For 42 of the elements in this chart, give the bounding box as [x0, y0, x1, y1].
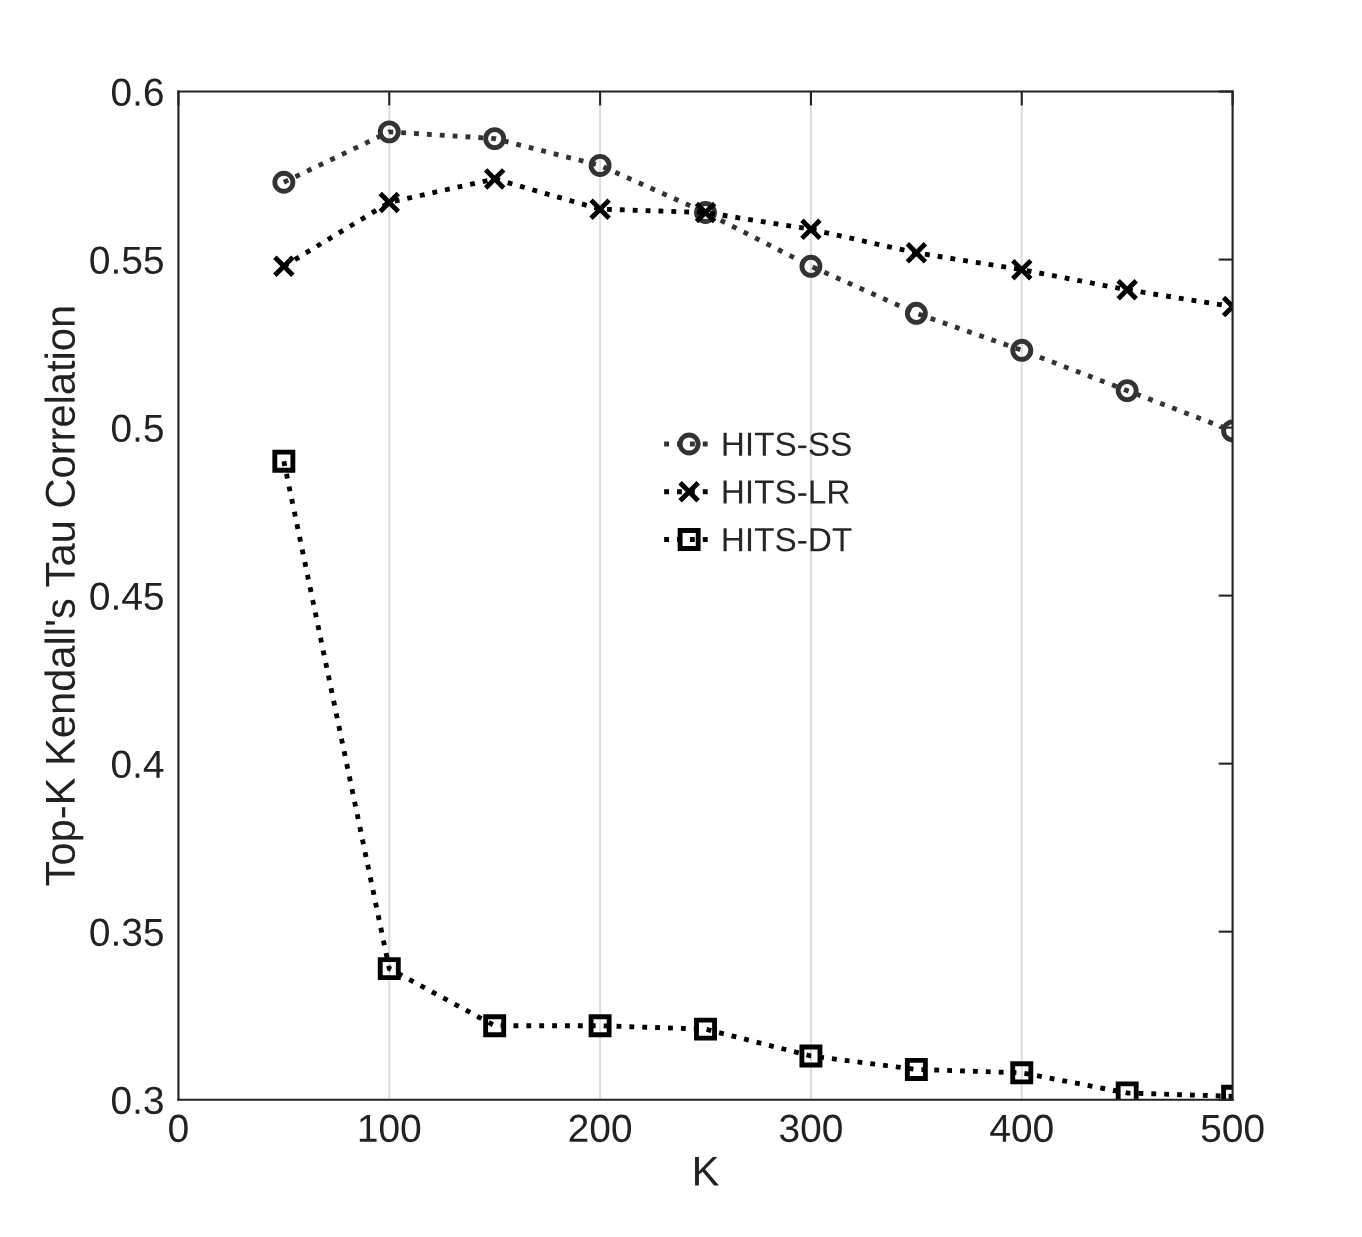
x-tick-label: 500: [1201, 1114, 1264, 1143]
y-tick-label: 0.3: [112, 1086, 163, 1115]
point: [694, 1017, 717, 1041]
point: [799, 254, 823, 278]
y-tick-label: 0.4: [112, 750, 164, 779]
point: [377, 190, 401, 214]
y-tick-label: 0.35: [90, 918, 163, 947]
point: [904, 301, 928, 325]
point: [483, 1014, 507, 1038]
x-tick-label: 0: [169, 1114, 188, 1143]
legend-label: HITS-SS: [723, 432, 851, 457]
point: [272, 449, 296, 473]
y-tick-label: 0.5: [112, 414, 163, 443]
x-tick-label: 400: [990, 1114, 1053, 1143]
point: [377, 120, 401, 144]
point: [483, 167, 507, 191]
x-tick-label: 300: [779, 1114, 842, 1143]
point: [799, 217, 823, 241]
point: [1010, 338, 1034, 362]
point: [1010, 258, 1034, 282]
legend-label: HITS-LR: [723, 480, 849, 504]
legend-label: HITS-DT: [723, 527, 852, 552]
y-tick-label: 0.6: [112, 78, 163, 107]
point: [904, 1057, 928, 1081]
point: [588, 1014, 612, 1038]
point: [799, 1044, 823, 1068]
y-tick-label: 0.45: [90, 582, 163, 611]
x-axis-title: K: [695, 1156, 719, 1186]
point: [1115, 379, 1139, 403]
point: [1010, 1061, 1034, 1085]
point: [272, 254, 296, 278]
point: [588, 154, 612, 177]
y-tick-label: 0.55: [90, 246, 163, 275]
point: [588, 197, 612, 221]
x-tick-label: 200: [569, 1114, 632, 1143]
y-axis-title: Top-K Kendall's Tau Correlation: [44, 307, 84, 886]
point: [1115, 278, 1139, 302]
point: [483, 127, 507, 151]
x-tick-label: 100: [359, 1114, 421, 1143]
point: [377, 957, 401, 981]
point: [904, 241, 928, 265]
point: [272, 170, 296, 194]
